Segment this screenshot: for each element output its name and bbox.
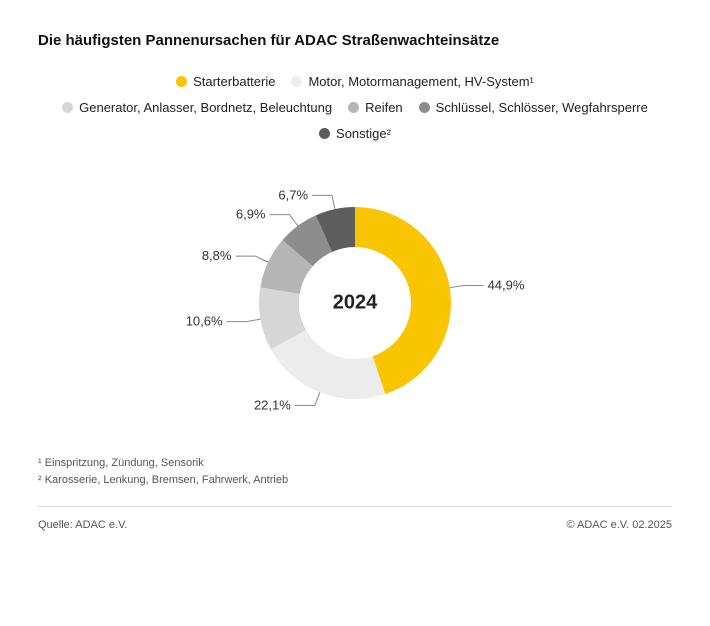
legend: Starterbatterie Motor, Motormanagement, H… (38, 69, 672, 147)
legend-item: Generator, Anlasser, Bordnetz, Beleuchtu… (62, 95, 332, 121)
legend-swatch (319, 128, 330, 139)
legend-swatch (348, 102, 359, 113)
legend-swatch (62, 102, 73, 113)
legend-item: Starterbatterie (176, 69, 275, 95)
legend-label: Reifen (365, 100, 403, 115)
legend-swatch (291, 76, 302, 87)
legend-label: Starterbatterie (193, 74, 275, 89)
chart-title: Die häufigsten Pannenursachen für ADAC S… (38, 32, 672, 49)
page: Die häufigsten Pannenursachen für ADAC S… (0, 0, 710, 626)
footer-copyright: © ADAC e.V. 02.2025 (566, 519, 672, 531)
slice-label: 8,8% (202, 248, 232, 263)
legend-label: Generator, Anlasser, Bordnetz, Beleuchtu… (79, 100, 332, 115)
legend-item: Schlüssel, Schlösser, Wegfahrsperre (419, 95, 648, 121)
footer-source: Quelle: ADAC e.V. (38, 519, 127, 531)
slice-label: 6,9% (236, 207, 266, 222)
slice-label: 6,7% (278, 187, 308, 202)
legend-label: Sonstige² (336, 126, 391, 141)
legend-item: Reifen (348, 95, 403, 121)
label-leader (295, 392, 320, 405)
footnotes: ¹ Einspritzung, Zündung, Sensorik ² Karo… (38, 455, 672, 488)
label-leader (312, 195, 335, 209)
legend-label: Schlüssel, Schlösser, Wegfahrsperre (436, 100, 648, 115)
label-leader (270, 215, 298, 226)
label-leader (450, 285, 484, 287)
donut-chart: 44,9% 22,1% 10,6% 8,8% 6,9% 6,7% 2024 (95, 157, 615, 437)
legend-label: Motor, Motormanagement, HV-System¹ (308, 74, 533, 89)
slice-label: 10,6% (186, 314, 223, 329)
footnote-1: ¹ Einspritzung, Zündung, Sensorik (38, 455, 672, 472)
label-leader (235, 256, 268, 262)
footnote-2: ² Karosserie, Lenkung, Bremsen, Fahrwerk… (38, 472, 672, 489)
donut-slice (271, 330, 385, 399)
legend-item: Sonstige² (319, 121, 391, 147)
legend-swatch (176, 76, 187, 87)
legend-swatch (419, 102, 430, 113)
label-leader (227, 319, 261, 321)
slice-label: 44,9% (488, 277, 525, 292)
footer: Quelle: ADAC e.V. © ADAC e.V. 02.2025 (38, 519, 672, 531)
chart-area: 44,9% 22,1% 10,6% 8,8% 6,9% 6,7% 2024 (38, 157, 672, 437)
slice-label: 22,1% (254, 397, 291, 412)
legend-item: Motor, Motormanagement, HV-System¹ (291, 69, 533, 95)
separator (38, 506, 672, 507)
center-label: 2024 (333, 291, 378, 313)
